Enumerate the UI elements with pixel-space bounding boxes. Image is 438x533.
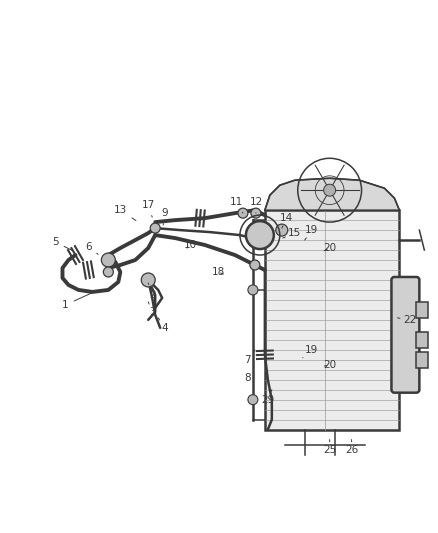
Text: 20: 20	[323, 360, 336, 370]
Bar	[265, 210, 399, 430]
Text: 4: 4	[158, 318, 169, 333]
Text: 11: 11	[230, 197, 243, 213]
Bar	[417, 352, 428, 368]
Text: 29: 29	[261, 390, 275, 405]
Circle shape	[238, 208, 248, 218]
Text: 1: 1	[62, 291, 96, 310]
Text: 25: 25	[323, 440, 336, 455]
Text: 5: 5	[52, 237, 73, 251]
Text: 8: 8	[244, 367, 254, 383]
Text: 22: 22	[397, 315, 416, 325]
Circle shape	[103, 267, 113, 277]
Text: 19: 19	[305, 225, 318, 240]
Text: 20: 20	[323, 243, 336, 253]
Bar	[417, 332, 428, 348]
FancyBboxPatch shape	[392, 277, 419, 393]
Text: 18: 18	[212, 267, 225, 277]
Text: 10: 10	[184, 240, 197, 250]
Circle shape	[248, 285, 258, 295]
Text: 17: 17	[141, 200, 155, 217]
Text: 14: 14	[280, 213, 293, 228]
Circle shape	[251, 208, 261, 218]
Text: 26: 26	[345, 440, 358, 455]
Text: 9: 9	[162, 208, 169, 225]
Circle shape	[141, 273, 155, 287]
Text: 12: 12	[250, 197, 264, 213]
Text: 2: 2	[148, 283, 155, 300]
Text: 3: 3	[148, 302, 155, 317]
Circle shape	[248, 394, 258, 405]
Polygon shape	[265, 178, 399, 210]
Bar	[417, 302, 428, 318]
Text: 7: 7	[244, 350, 255, 365]
Text: 15: 15	[283, 228, 301, 238]
Text: 13: 13	[114, 205, 136, 221]
Text: 6: 6	[85, 242, 98, 254]
Circle shape	[248, 225, 258, 235]
Circle shape	[324, 184, 336, 196]
Circle shape	[276, 224, 288, 236]
Circle shape	[246, 221, 274, 249]
Circle shape	[250, 260, 260, 270]
Circle shape	[101, 253, 115, 267]
Circle shape	[150, 223, 160, 233]
Text: 19: 19	[303, 345, 318, 358]
